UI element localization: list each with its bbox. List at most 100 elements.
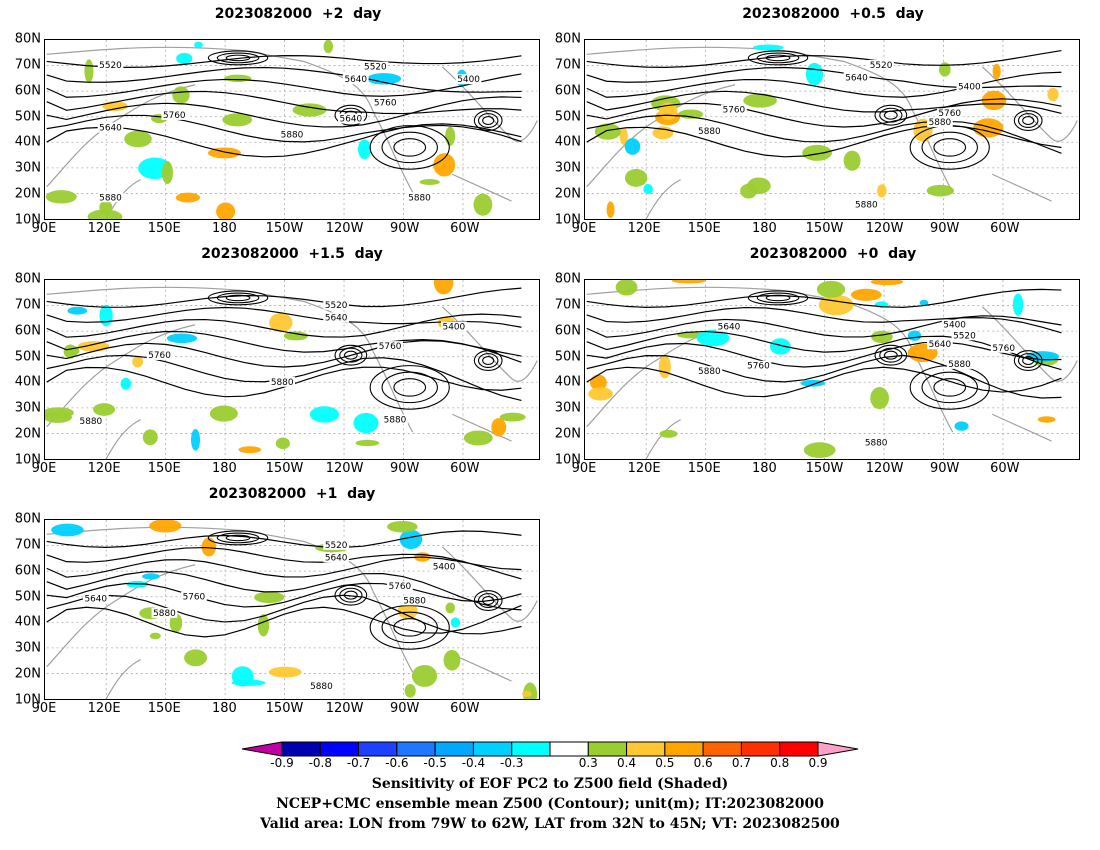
- sensitivity-shade: [283, 331, 309, 341]
- sensitivity-shade: [176, 52, 193, 65]
- sensitivity-shade: [850, 288, 882, 301]
- z500-contour: [879, 347, 903, 363]
- coastline: [46, 286, 374, 352]
- lon-tick-label: 90W: [930, 221, 960, 236]
- panel-title: 2023082000 +0.5 day: [742, 6, 924, 22]
- contour-label-bg: [716, 321, 742, 332]
- z500-contour: [1022, 356, 1035, 366]
- colorbar-box: [396, 741, 436, 757]
- contour-label: 5640: [344, 75, 367, 85]
- z500-contour: [46, 556, 522, 578]
- colorbar-tick-label: 0.8: [770, 756, 790, 770]
- z500-contour: [46, 96, 522, 128]
- sensitivity-shade: [51, 523, 84, 537]
- contour-label-bg: [696, 366, 723, 377]
- lat-tick-label: 30N: [14, 640, 41, 656]
- lat-tick-label: 70N: [554, 57, 581, 73]
- contour-label-bg: [853, 199, 880, 210]
- colorbar-box: [664, 741, 704, 757]
- figure-caption: Valid area: LON from 79W to 62W, LAT fro…: [260, 816, 840, 832]
- colorbar-box: [434, 741, 474, 757]
- lat-tick-label: 30N: [554, 160, 581, 176]
- lat-tick-label: 40N: [14, 614, 41, 630]
- contour-label: 5880: [99, 193, 122, 203]
- z500-contour: [473, 110, 503, 131]
- panel-title: 2023082000 +1.5 day: [201, 246, 383, 262]
- contour-label-bg: [927, 117, 953, 128]
- sensitivity-shade: [696, 329, 730, 347]
- colorbar-tick-label: -0.9: [270, 756, 294, 770]
- coastline: [645, 419, 681, 459]
- lon-tick-label: 120W: [865, 461, 904, 476]
- contour-label: 5880: [384, 415, 407, 425]
- z500-contour: [765, 294, 791, 302]
- contour-label: 5880: [698, 127, 721, 137]
- coastline: [981, 66, 1078, 142]
- contour-label: 5520: [325, 541, 348, 551]
- sensitivity-shade: [366, 73, 402, 85]
- contour-label-bg: [721, 104, 747, 115]
- contour-label-bg: [97, 122, 124, 133]
- coastline: [372, 591, 414, 673]
- colorbar-tick-label: -0.7: [346, 756, 371, 770]
- z500-contour: [1022, 116, 1035, 126]
- map-plot: 5520 5640 5760 5880 5520 5640 5400 5760 5640 5880…: [45, 40, 538, 219]
- z500-contour: [586, 71, 1062, 98]
- sensitivity-shade: [643, 184, 653, 195]
- contour-label-bg: [308, 681, 335, 692]
- contour-label: 5880: [310, 682, 333, 692]
- z500-contour: [46, 594, 522, 635]
- z500-contour: [747, 50, 809, 66]
- z500-contour: [586, 66, 1062, 89]
- sensitivity-shade: [973, 118, 1004, 138]
- sensitivity-shade: [45, 190, 77, 204]
- sensitivity-shade: [818, 294, 854, 316]
- colorbar-box: [549, 741, 589, 757]
- sensitivity-shade: [800, 379, 825, 387]
- z500-contour: [879, 107, 903, 123]
- contour-label: 5760: [938, 109, 961, 119]
- sensitivity-shade: [588, 387, 613, 401]
- z500-contour: [921, 131, 978, 164]
- map-panel: 5520 5640 5400 5760 5760 5880 5880 5880: [44, 279, 540, 460]
- sensitivity-shade: [419, 179, 440, 185]
- z500-contour: [1013, 110, 1043, 131]
- lon-tick-label: 120W: [325, 461, 364, 476]
- contour-label: 5760: [163, 111, 186, 121]
- sensitivity-shade: [268, 666, 302, 678]
- sensitivity-shade: [939, 62, 951, 77]
- contour-label: 5640: [845, 73, 868, 83]
- sensitivity-shade: [589, 374, 607, 391]
- coastline: [46, 324, 196, 428]
- sensitivity-shade: [142, 573, 160, 580]
- contour-label: 5760: [723, 106, 746, 116]
- lat-tick-label: 10N: [14, 692, 41, 708]
- z500-contour: [339, 347, 363, 363]
- lon-tick-label: 90W: [930, 461, 960, 476]
- z500-contour: [586, 354, 1062, 399]
- sensitivity-shade: [169, 613, 183, 633]
- sensitivity-shade: [816, 280, 846, 298]
- lat-tick-label: 70N: [14, 297, 41, 313]
- sensitivity-shade: [216, 202, 236, 219]
- contour-label-bg: [323, 299, 350, 310]
- lon-tick-label: 180: [751, 461, 777, 476]
- sensitivity-shade: [1047, 87, 1059, 102]
- z500-contour: [756, 52, 800, 64]
- lon-tick-label: 120E: [627, 461, 661, 476]
- colorbar-tick-label: 0.6: [693, 756, 713, 770]
- contour-label: 5520: [953, 331, 976, 341]
- colorbar-box: [587, 741, 628, 757]
- colorbar-tick-label: 0.7: [731, 756, 751, 770]
- lat-tick-label: 10N: [14, 212, 41, 228]
- lon-tick-label: 150E: [147, 221, 181, 236]
- lon-tick-label: 60W: [990, 221, 1020, 236]
- sensitivity-shade: [463, 430, 493, 446]
- colorbar-tick-label: -0.4: [461, 756, 486, 770]
- sensitivity-shade: [323, 40, 334, 54]
- lon-tick-label: 60W: [450, 461, 480, 476]
- coastline: [991, 173, 1052, 202]
- lon-tick-label: 180: [211, 461, 237, 476]
